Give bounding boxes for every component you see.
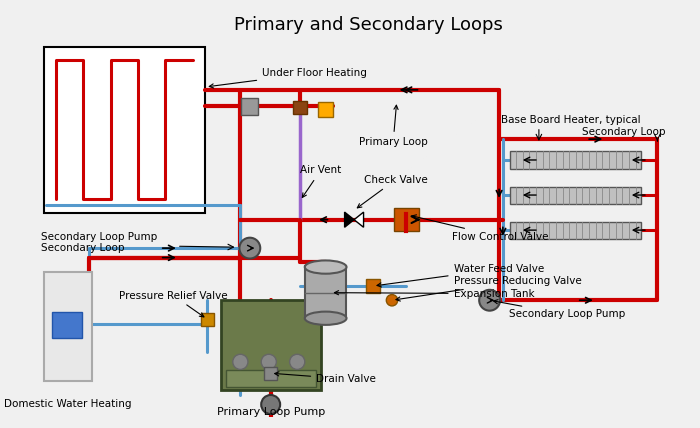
Text: Primary Loop: Primary Loop [359, 105, 428, 147]
Circle shape [290, 354, 304, 369]
Text: Domestic Water Heating: Domestic Water Heating [4, 399, 132, 410]
Bar [221, 300, 321, 390]
Bar [366, 279, 379, 293]
Polygon shape [354, 212, 363, 227]
Bar [510, 187, 641, 204]
Circle shape [261, 395, 280, 414]
Text: Water Feed Valve: Water Feed Valve [377, 264, 544, 287]
Text: Drain Valve: Drain Valve [274, 372, 376, 384]
Bar [304, 266, 346, 318]
Text: Secondary Loop: Secondary Loop [582, 128, 666, 137]
Bar [510, 152, 641, 169]
Text: Check Valve: Check Valve [357, 175, 427, 208]
Text: Secondary Loop Pump: Secondary Loop Pump [41, 232, 158, 242]
Bar [226, 370, 316, 387]
Circle shape [233, 354, 248, 369]
Text: Primary Loop Pump: Primary Loop Pump [216, 407, 325, 417]
Bar [394, 208, 419, 231]
Circle shape [261, 354, 277, 369]
Text: Flow Control Valve: Flow Control Valve [412, 215, 548, 242]
Text: Expansion Tank: Expansion Tank [335, 288, 534, 299]
Bar [44, 47, 205, 213]
Text: Pressure Relief Valve: Pressure Relief Valve [119, 291, 228, 317]
Text: Primary and Secondary Loops: Primary and Secondary Loops [234, 16, 503, 34]
Circle shape [480, 290, 500, 311]
Bar [293, 101, 307, 114]
Text: Secondary Loop: Secondary Loop [41, 243, 125, 253]
Bar [264, 367, 277, 380]
Circle shape [386, 294, 398, 306]
Text: Secondary Loop Pump: Secondary Loop Pump [494, 300, 625, 319]
Text: Base Board Heater, typical: Base Board Heater, typical [501, 115, 640, 125]
Bar [241, 98, 258, 116]
Text: Pressure Reducing Valve: Pressure Reducing Valve [396, 276, 581, 301]
Bar [44, 272, 92, 381]
Bar [318, 102, 333, 117]
Ellipse shape [304, 261, 346, 274]
Bar [510, 222, 641, 239]
Polygon shape [344, 212, 354, 227]
Text: Under Floor Heating: Under Floor Heating [209, 68, 367, 88]
Ellipse shape [304, 312, 346, 325]
Circle shape [239, 238, 260, 259]
Bar [52, 312, 82, 338]
Bar [200, 312, 214, 326]
Text: Air Vent: Air Vent [300, 165, 342, 197]
